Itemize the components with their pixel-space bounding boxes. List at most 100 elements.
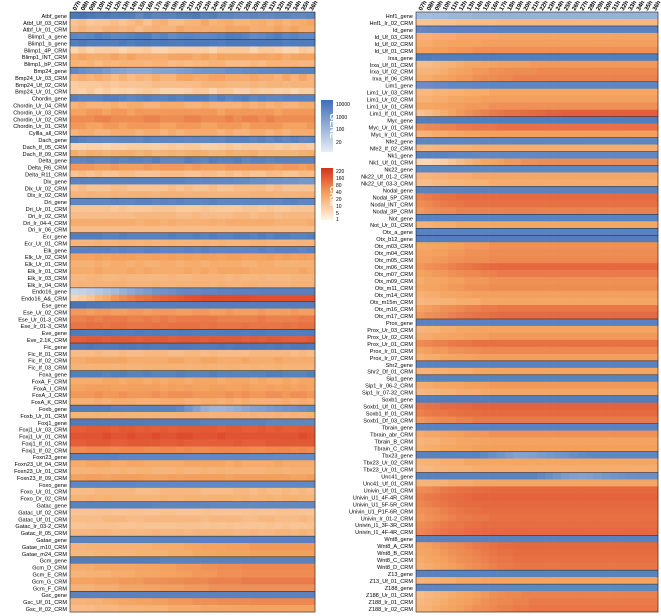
heatmap-cell <box>225 170 234 178</box>
heatmap-cell <box>593 416 602 424</box>
heatmap-cell <box>306 94 316 102</box>
heatmap-cell <box>472 12 481 20</box>
heatmap-cell <box>266 60 275 68</box>
heatmap-cell <box>290 87 299 96</box>
heatmap-cell <box>593 242 602 250</box>
heatmap-cell <box>593 249 602 257</box>
heatmap-cell <box>249 246 259 254</box>
heatmap-cell <box>649 381 659 390</box>
heatmap-cell <box>537 109 546 117</box>
heatmap-cell <box>472 200 481 208</box>
heatmap-cell <box>241 74 250 82</box>
heatmap-cell <box>70 453 79 461</box>
heatmap-cell <box>649 493 659 501</box>
heatmap-cell <box>496 263 506 271</box>
heatmap-cell <box>512 291 522 299</box>
heatmap-cell <box>110 225 120 233</box>
heatmap-cell <box>225 453 234 461</box>
heatmap-cell <box>440 39 449 48</box>
heatmap-cell <box>416 270 425 278</box>
heatmap-cell <box>127 287 136 296</box>
heatmap-cell <box>159 446 169 454</box>
heatmap-cell <box>70 315 79 323</box>
heatmap-cell <box>306 467 316 475</box>
heatmap-cell <box>110 163 120 171</box>
heatmap-cell <box>266 480 275 489</box>
heatmap-cell <box>593 144 602 152</box>
heatmap-cell <box>520 53 530 62</box>
heatmap-cell <box>416 367 425 376</box>
heatmap-cell <box>649 200 659 208</box>
heatmap-cell <box>135 25 144 33</box>
column-label: 24h <box>555 0 566 12</box>
heatmap-cell <box>208 391 218 399</box>
heatmap-cell <box>545 430 554 438</box>
heatmap-cell <box>464 416 473 424</box>
heatmap-cell <box>625 256 635 264</box>
column-label: 36h <box>309 0 320 12</box>
heatmap-cell <box>266 522 275 530</box>
heatmap-cell <box>135 591 144 599</box>
heatmap-cell <box>617 235 627 243</box>
heatmap-cell <box>159 584 169 592</box>
heatmap-cell <box>266 577 275 585</box>
heatmap-cell <box>127 156 136 165</box>
heatmap-cell <box>200 605 210 613</box>
heatmap-cell <box>94 294 103 302</box>
heatmap-cell <box>488 367 497 376</box>
heatmap-cell <box>192 136 201 144</box>
heatmap-cell <box>135 418 144 427</box>
heatmap-cell <box>151 418 161 427</box>
heatmap-cell <box>601 332 610 341</box>
heatmap-cell <box>424 46 433 55</box>
heatmap-cell <box>102 329 112 337</box>
heatmap-cell <box>94 322 103 330</box>
heatmap-cell <box>649 193 659 201</box>
heatmap-cell <box>94 549 103 558</box>
heatmap-cell <box>528 388 538 397</box>
row-label: Nk1_gene <box>387 153 413 159</box>
heatmap-cell <box>593 472 602 480</box>
heatmap-cell <box>192 412 201 420</box>
heatmap-cell <box>241 80 250 89</box>
heatmap-cell <box>233 577 242 585</box>
row-label: Dri_gene <box>44 200 67 206</box>
heatmap-cell <box>545 172 554 180</box>
heatmap-cell <box>290 343 299 351</box>
heatmap-cell <box>257 46 267 54</box>
heatmap-cell <box>424 18 433 27</box>
heatmap-cell <box>241 446 250 454</box>
heatmap-cell <box>200 412 210 420</box>
heatmap-cell <box>274 60 283 68</box>
heatmap-cell <box>274 487 283 496</box>
heatmap-cell <box>94 198 103 206</box>
heatmap-cell <box>561 444 570 452</box>
heatmap-cell <box>233 198 242 206</box>
heatmap-cell <box>143 556 152 565</box>
heatmap-cell <box>617 444 627 452</box>
heatmap-cell <box>119 225 128 233</box>
heatmap-cell <box>217 46 226 54</box>
heatmap-cell <box>102 508 112 516</box>
heatmap-cell <box>168 308 177 316</box>
heatmap-cell <box>70 218 79 227</box>
heatmap-cell <box>480 186 489 194</box>
heatmap-cell <box>496 60 506 69</box>
heatmap-cell <box>176 391 185 399</box>
heatmap-cell <box>464 500 473 508</box>
right-heatmap-panel: 07h08h09h10h11h12h13h14h15h16h17h18h19h2… <box>349 0 661 613</box>
heatmap-cell <box>472 318 481 327</box>
heatmap-cell <box>70 287 79 296</box>
heatmap-cell <box>641 242 651 250</box>
heatmap-cell <box>266 32 275 40</box>
heatmap-cell <box>266 287 275 296</box>
heatmap-cell <box>456 88 465 97</box>
heatmap-cell <box>432 458 441 466</box>
row-label: Prox_Ur_03_CRM <box>367 328 413 334</box>
heatmap-cell <box>192 508 201 516</box>
heatmap-cell <box>496 325 506 334</box>
heatmap-cell <box>569 458 578 466</box>
heatmap-cell <box>119 232 128 240</box>
heatmap-cell <box>553 479 562 487</box>
heatmap-cell <box>282 349 291 358</box>
